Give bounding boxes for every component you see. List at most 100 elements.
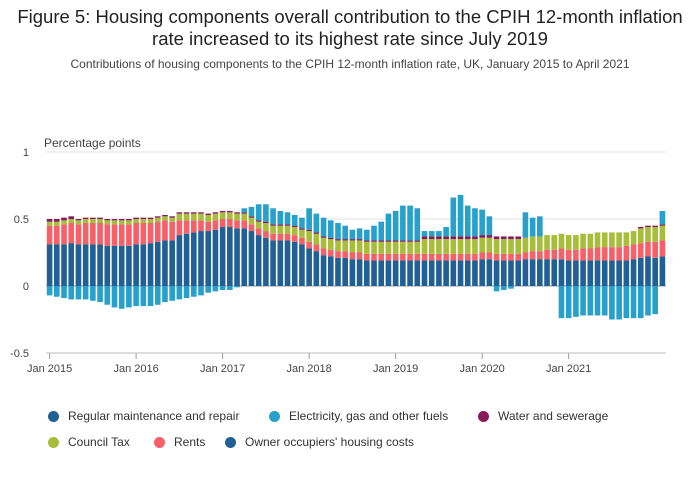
bar-segment[interactable]	[61, 217, 67, 221]
bar-segment[interactable]	[104, 286, 111, 305]
bar-segment[interactable]	[544, 249, 550, 260]
bar-segment[interactable]	[573, 235, 579, 250]
bar-segment[interactable]	[335, 223, 341, 240]
bar-segment[interactable]	[255, 228, 262, 236]
bar-segment[interactable]	[421, 253, 428, 261]
bar-segment[interactable]	[587, 260, 594, 286]
bar-segment[interactable]	[169, 286, 175, 301]
bar-segment[interactable]	[248, 224, 255, 232]
bar-segment[interactable]	[335, 239, 341, 241]
bar-segment[interactable]	[609, 232, 615, 248]
bar-segment[interactable]	[313, 233, 320, 245]
bar-segment[interactable]	[277, 225, 284, 234]
bar-segment[interactable]	[637, 257, 644, 286]
bar-segment[interactable]	[176, 220, 183, 236]
bar-segment[interactable]	[270, 224, 276, 226]
bar-segment[interactable]	[335, 240, 341, 252]
bar-segment[interactable]	[68, 219, 75, 224]
bar-segment[interactable]	[616, 247, 622, 261]
bar-segment[interactable]	[147, 286, 154, 307]
bar-segment[interactable]	[515, 253, 522, 261]
bar-segment[interactable]	[68, 243, 75, 286]
bar-segment[interactable]	[601, 286, 608, 316]
bar-segment[interactable]	[537, 216, 543, 237]
bar-segment[interactable]	[472, 208, 478, 237]
bar-segment[interactable]	[118, 286, 125, 309]
bar-segment[interactable]	[558, 233, 565, 249]
bar-segment[interactable]	[580, 248, 586, 261]
bar-segment[interactable]	[342, 225, 348, 240]
bar-segment[interactable]	[385, 240, 392, 242]
bar-segment[interactable]	[421, 239, 428, 254]
bar-segment[interactable]	[652, 257, 658, 286]
bar-segment[interactable]	[522, 252, 529, 260]
bar-segment[interactable]	[414, 208, 421, 241]
bar-segment[interactable]	[198, 220, 204, 232]
bar-segment[interactable]	[342, 240, 348, 252]
bar-segment[interactable]	[104, 224, 111, 246]
bar-segment[interactable]	[400, 253, 406, 261]
legend-item-water[interactable]: Water and sewerage	[478, 409, 608, 423]
bar-segment[interactable]	[241, 212, 248, 214]
bar-segment[interactable]	[580, 233, 586, 249]
bar-segment[interactable]	[299, 228, 305, 230]
bar-segment[interactable]	[645, 225, 651, 228]
bar-segment[interactable]	[299, 229, 305, 238]
bar-segment[interactable]	[190, 212, 197, 214]
bar-segment[interactable]	[479, 259, 485, 286]
bar-segment[interactable]	[183, 286, 190, 299]
bar-segment[interactable]	[436, 236, 442, 240]
bar-segment[interactable]	[126, 219, 132, 221]
bar-segment[interactable]	[277, 240, 284, 286]
bar-segment[interactable]	[97, 219, 103, 224]
bar-segment[interactable]	[284, 225, 291, 234]
bar-segment[interactable]	[90, 223, 96, 245]
bar-segment[interactable]	[320, 248, 327, 256]
bar-segment[interactable]	[90, 217, 96, 219]
bar-segment[interactable]	[443, 236, 449, 240]
bar-segment[interactable]	[529, 251, 536, 260]
bar-segment[interactable]	[522, 212, 529, 238]
bar-segment[interactable]	[508, 253, 514, 261]
bar-segment[interactable]	[349, 252, 356, 260]
bar-segment[interactable]	[176, 213, 183, 221]
bar-segment[interactable]	[652, 241, 658, 258]
bar-segment[interactable]	[335, 257, 341, 286]
bar-segment[interactable]	[659, 225, 666, 241]
bar-segment[interactable]	[428, 253, 435, 261]
bar-segment[interactable]	[212, 229, 219, 286]
bar-segment[interactable]	[486, 216, 493, 236]
bar-segment[interactable]	[104, 245, 111, 286]
bar-segment[interactable]	[227, 286, 233, 291]
bar-segment[interactable]	[580, 260, 586, 286]
bar-segment[interactable]	[364, 240, 370, 242]
bar-segment[interactable]	[327, 220, 334, 238]
bar-segment[interactable]	[529, 217, 536, 237]
bar-segment[interactable]	[75, 220, 82, 225]
bar-segment[interactable]	[443, 253, 449, 261]
bar-segment[interactable]	[299, 217, 305, 229]
bar-segment[interactable]	[486, 252, 493, 260]
bar-segment[interactable]	[248, 206, 255, 217]
bar-segment[interactable]	[364, 260, 370, 286]
bar-segment[interactable]	[104, 220, 111, 225]
bar-segment[interactable]	[508, 260, 514, 286]
bar-segment[interactable]	[378, 260, 385, 286]
bar-segment[interactable]	[573, 286, 579, 317]
bar-segment[interactable]	[61, 224, 67, 245]
bar-segment[interactable]	[637, 228, 644, 244]
bar-segment[interactable]	[464, 253, 471, 261]
bar-segment[interactable]	[479, 235, 485, 238]
bar-segment[interactable]	[61, 220, 67, 225]
bar-segment[interactable]	[313, 232, 320, 234]
bar-segment[interactable]	[659, 224, 666, 226]
bar-segment[interactable]	[565, 286, 572, 319]
bar-segment[interactable]	[392, 260, 399, 286]
bar-segment[interactable]	[500, 239, 507, 254]
bar-segment[interactable]	[126, 286, 132, 308]
bar-segment[interactable]	[162, 214, 168, 217]
bar-segment[interactable]	[356, 239, 363, 241]
bar-segment[interactable]	[147, 217, 154, 219]
bar-segment[interactable]	[255, 220, 262, 222]
bar-segment[interactable]	[205, 221, 212, 232]
